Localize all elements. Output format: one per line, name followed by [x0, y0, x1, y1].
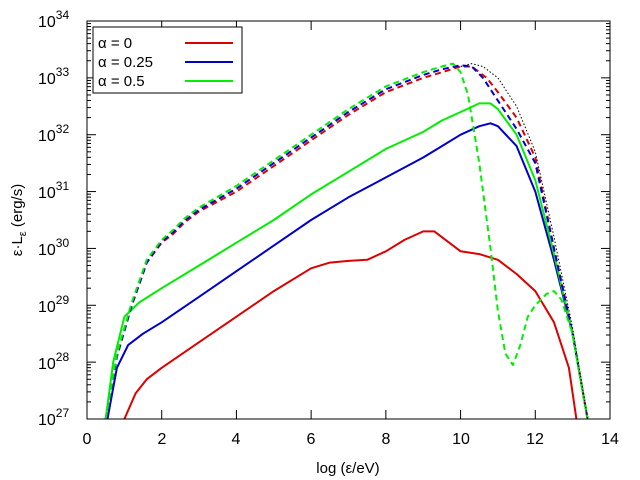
series-line: [123, 230, 578, 420]
x-tick-label: 14: [601, 431, 619, 448]
x-tick-label: 12: [526, 431, 544, 448]
series-line: [104, 64, 589, 420]
x-tick-label: 10: [452, 431, 470, 448]
x-tick-label: 6: [307, 431, 316, 448]
plot-frame: [86, 20, 611, 420]
y-tick-labels: 1027 1028 1029 1030 1031 1032 1033 1034: [38, 8, 69, 429]
axis-ticks: [86, 20, 611, 420]
legend-label-alpha-0.5: α = 0.5: [98, 73, 145, 90]
y-tick-label: 1030: [38, 236, 69, 259]
y-tick-label: 1027: [38, 406, 69, 429]
x-tick-label: 2: [158, 431, 167, 448]
y-tick-label: 1034: [38, 8, 69, 31]
data-curves: [104, 62, 589, 420]
legend-label-alpha-0: α = 0: [98, 35, 132, 52]
series-line: [104, 62, 589, 420]
y-tick-label: 1033: [38, 65, 69, 88]
y-axis-label: ε·Lε (erg/s): [9, 184, 29, 256]
series-line: [104, 102, 589, 420]
legend: α = 0 α = 0.25 α = 0.5: [92, 26, 243, 94]
x-tick-label: 4: [232, 431, 241, 448]
y-tick-label: 1029: [38, 293, 69, 316]
x-tick-label: 0: [83, 431, 92, 448]
y-tick-label: 1028: [38, 350, 69, 373]
x-tick-label: 8: [382, 431, 391, 448]
x-axis-label: log (ε/eV): [316, 460, 379, 477]
legend-label-alpha-0.25: α = 0.25: [98, 54, 153, 71]
series-line: [460, 63, 589, 420]
y-tick-label: 1032: [38, 122, 69, 145]
series-line: [106, 122, 589, 420]
y-tick-label: 1031: [38, 179, 69, 202]
x-tick-labels: 0 2 4 6 8 10 12 14: [83, 431, 619, 448]
